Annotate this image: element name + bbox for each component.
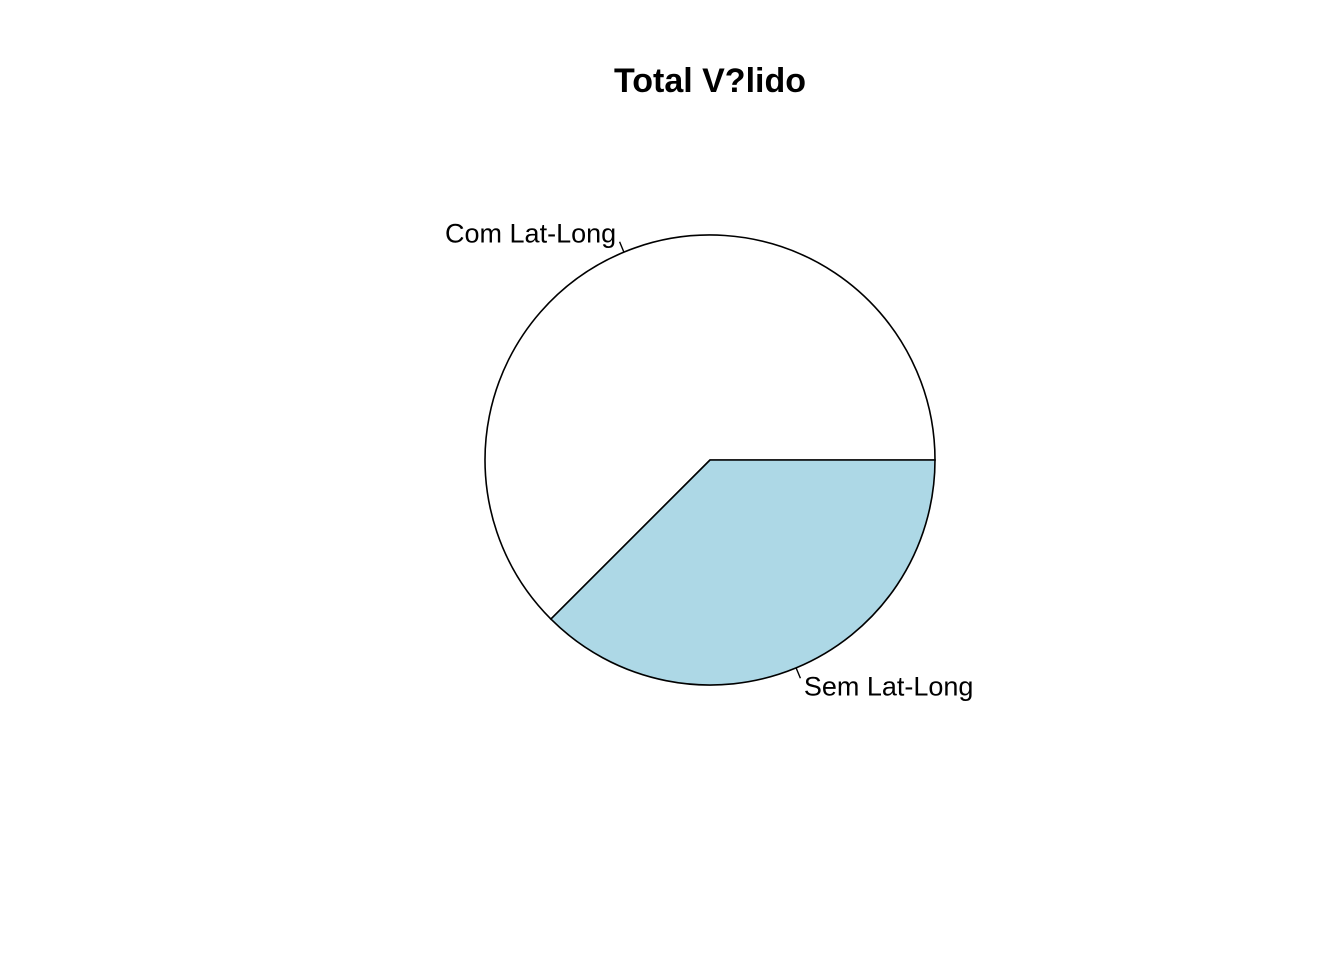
pie-slice-com-lat-long bbox=[484, 234, 936, 621]
pie-slice-label: Com Lat-Long bbox=[445, 218, 616, 248]
chart-title: Total V?lido bbox=[614, 62, 806, 100]
pie-leader-line bbox=[618, 241, 625, 253]
pie-slices bbox=[484, 234, 936, 686]
pie-leader-line bbox=[795, 667, 802, 679]
pie-slice-label: Sem Lat-Long bbox=[804, 672, 974, 702]
pie-slice-sem-lat-long bbox=[549, 459, 936, 686]
pie-labels: Com Lat-Long Sem Lat-Long bbox=[445, 218, 973, 701]
